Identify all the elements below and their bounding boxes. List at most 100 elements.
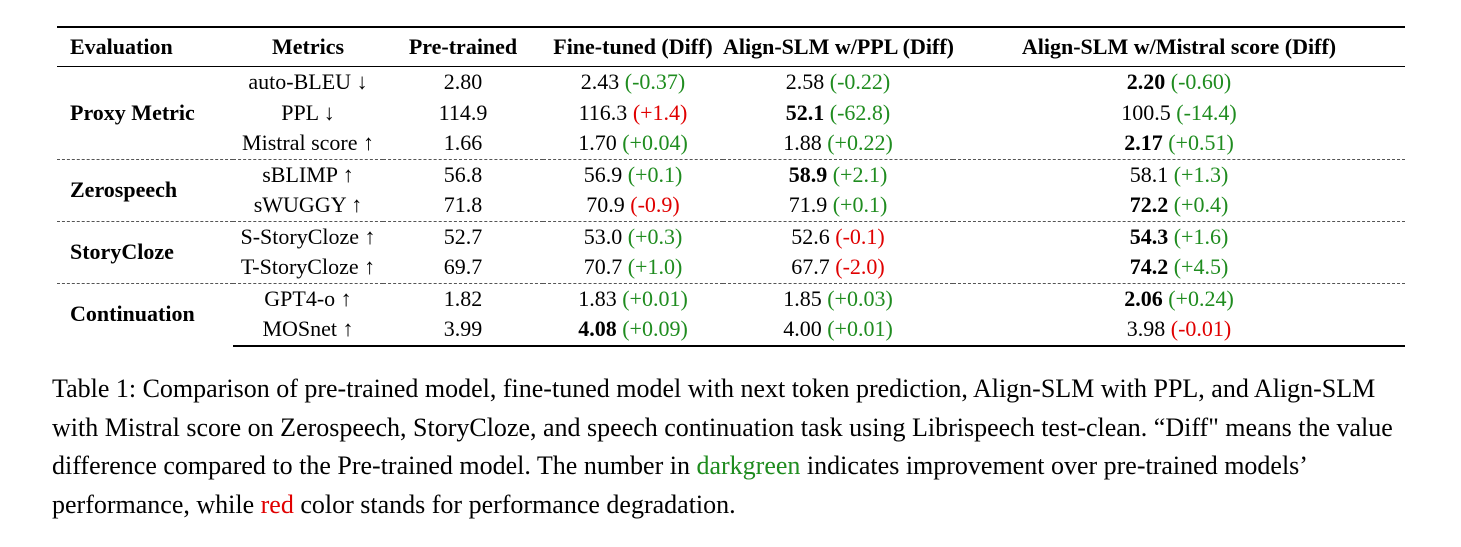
header-metrics: Metrics xyxy=(271,34,345,59)
header-finetuned: Fine-tuned (Diff) xyxy=(553,34,713,59)
score-diff: (+1.0) xyxy=(627,254,683,279)
score-value: 1.85 xyxy=(783,285,822,311)
metric-name: sBLIMP ↑ xyxy=(233,158,383,190)
mis-cell: 2.17 (+0.51) xyxy=(953,128,1405,159)
score-value: 100.5 xyxy=(1121,99,1171,125)
table-row: Zerospeech sBLIMP ↑ 56.8 56.9 (+0.1) 58.9 (+… xyxy=(57,158,1405,221)
evaluation-group-label: Continuation xyxy=(57,282,233,346)
table-row: Mistral score ↑ 1.66 1.70 (+0.04) 1.88 (+0.… xyxy=(57,128,1405,159)
table-row: PPL ↓ 114.9 116.3 (+1.4) 52.1 (-62.8) 100.5 … xyxy=(57,98,1405,129)
score-value: 3.98 xyxy=(1126,316,1166,341)
pretrained-value: 69.7 xyxy=(443,254,483,279)
score-diff: (-0.9) xyxy=(630,192,680,217)
pretrained-value: 3.99 xyxy=(383,314,543,347)
score-value: 70.7 xyxy=(583,254,623,279)
score-diff: (+1.3) xyxy=(1173,161,1229,187)
score-diff: (+2.1) xyxy=(832,161,888,187)
score-diff: (+0.3) xyxy=(627,223,683,249)
ppl-cell: 1.85 (+0.03) xyxy=(723,282,953,314)
table-body: Proxy Metric auto-BLEU ↓ 2.80 2.43 (-0.37) 2… xyxy=(57,67,1405,347)
pretrained-value: 1.66 xyxy=(443,130,483,155)
mis-cell: 58.1 (+1.3) xyxy=(953,158,1405,190)
ppl-cell: 58.9 (+2.1) xyxy=(723,158,953,190)
pretrained-value: 114.9 xyxy=(438,99,488,125)
score-diff: (+0.03) xyxy=(827,285,893,311)
metric-name: auto-BLEU ↓ xyxy=(248,69,368,94)
caption-red-word: red xyxy=(260,489,294,519)
metric-name: sWUGGY ↑ xyxy=(253,192,363,217)
score-value: 1.70 xyxy=(578,130,617,155)
results-table: Evaluation Metrics Pre-trained Fine-tune… xyxy=(57,26,1405,347)
score-value: 71.9 xyxy=(788,192,828,217)
score-diff: (+0.51) xyxy=(1168,130,1234,155)
ft-cell: 116.3 (+1.4) xyxy=(543,98,723,129)
metric-name: MOSnet ↑ xyxy=(233,314,383,347)
score-value: 52.1 xyxy=(785,99,825,125)
score-value: 2.17 xyxy=(1124,130,1163,155)
score-value: 70.9 xyxy=(586,192,625,217)
pretrained-value: 2.80 xyxy=(443,69,483,94)
score-diff: (-2.0) xyxy=(835,254,885,279)
score-diff: (+0.04) xyxy=(622,130,688,155)
ft-cell: 56.9 (+0.1) xyxy=(543,158,723,190)
pretrained-value: 56.8 xyxy=(383,158,543,190)
score-diff: (+1.6) xyxy=(1173,223,1229,249)
ft-cell: 70.7 (+1.0) xyxy=(543,252,723,283)
score-value: 2.43 xyxy=(580,69,620,94)
score-value: 116.3 xyxy=(578,99,628,125)
score-diff: (+1.4) xyxy=(632,99,688,125)
score-value: 2.58 xyxy=(785,69,825,94)
header-align-mistral: Align-SLM w/Mistral score (Diff) xyxy=(1021,34,1337,59)
metric-name: Mistral score ↑ xyxy=(242,130,374,155)
mis-cell: 74.2 (+4.5) xyxy=(953,252,1405,283)
table-row: Proxy Metric auto-BLEU ↓ 2.80 2.43 (-0.37) 2… xyxy=(57,67,1405,125)
score-diff: (-62.8) xyxy=(829,99,891,125)
table-caption: Table 1: Comparison of pre-trained model… xyxy=(52,370,1412,524)
score-value: 72.2 xyxy=(1129,192,1169,217)
score-diff: (-0.60) xyxy=(1170,69,1232,94)
score-value: 67.7 xyxy=(791,254,830,279)
score-value: 58.1 xyxy=(1129,161,1169,187)
pretrained-value: 71.8 xyxy=(443,192,483,217)
mis-cell: 100.5 (-14.4) xyxy=(953,98,1405,129)
score-diff: (+0.1) xyxy=(627,161,683,187)
score-diff: (-0.37) xyxy=(624,69,686,94)
metric-name: T-StoryCloze ↑ xyxy=(240,254,376,279)
score-diff: (-0.22) xyxy=(829,69,891,94)
caption-text-1: Table 1: Comparison of pre-trained model… xyxy=(52,374,1393,480)
score-diff: (-0.1) xyxy=(835,223,885,249)
score-diff: (+0.09) xyxy=(622,316,688,341)
ppl-cell: 71.9 (+0.1) xyxy=(723,190,953,221)
header-pretrained: Pre-trained xyxy=(408,34,518,59)
pretrained-value: 52.7 xyxy=(383,220,543,252)
pretrained-value: 1.82 xyxy=(383,282,543,314)
evaluation-group-label: StoryCloze xyxy=(57,220,233,283)
evaluation-group-label: Proxy Metric xyxy=(70,99,195,125)
table-row: T-StoryCloze ↑ 69.7 70.7 (+1.0) 67.7 (-2.0)… xyxy=(57,252,1405,283)
metric-name: GPT4-o ↑ xyxy=(233,282,383,314)
score-value: 74.2 xyxy=(1129,254,1169,279)
score-value: 4.00 xyxy=(783,316,822,341)
caption-text-3: color stands for performance degradation… xyxy=(293,489,736,519)
score-diff: (+0.01) xyxy=(622,285,688,311)
score-diff: (+0.01) xyxy=(827,316,893,341)
ft-cell: 2.43 (-0.37) xyxy=(543,67,723,98)
metric-name: S-StoryCloze ↑ xyxy=(233,220,383,252)
score-value: 58.9 xyxy=(788,161,828,187)
ppl-cell: 1.88 (+0.22) xyxy=(723,128,953,159)
mis-cell: 3.98 (-0.01) xyxy=(953,314,1405,347)
table-row: MOSnet ↑ 3.99 4.08 (+0.09) 4.00 (+0.01) 3.98… xyxy=(57,314,1405,347)
caption-darkgreen-word: darkgreen xyxy=(696,451,801,480)
ft-cell: 70.9 (-0.9) xyxy=(543,190,723,221)
score-value: 4.08 xyxy=(578,316,617,341)
score-diff: (-0.01) xyxy=(1170,316,1232,341)
ft-cell: 1.70 (+0.04) xyxy=(543,128,723,159)
caption-text-2: indicates improvement over pre-trained m… xyxy=(52,451,1307,519)
score-diff: (-14.4) xyxy=(1176,99,1237,125)
score-value: 1.83 xyxy=(578,285,617,311)
score-diff: (+0.1) xyxy=(832,192,888,217)
mis-cell: 2.06 (+0.24) xyxy=(953,282,1405,314)
score-diff: (+0.4) xyxy=(1173,192,1229,217)
ft-cell: 53.0 (+0.3) xyxy=(543,220,723,252)
header-evaluation: Evaluation xyxy=(70,34,173,59)
